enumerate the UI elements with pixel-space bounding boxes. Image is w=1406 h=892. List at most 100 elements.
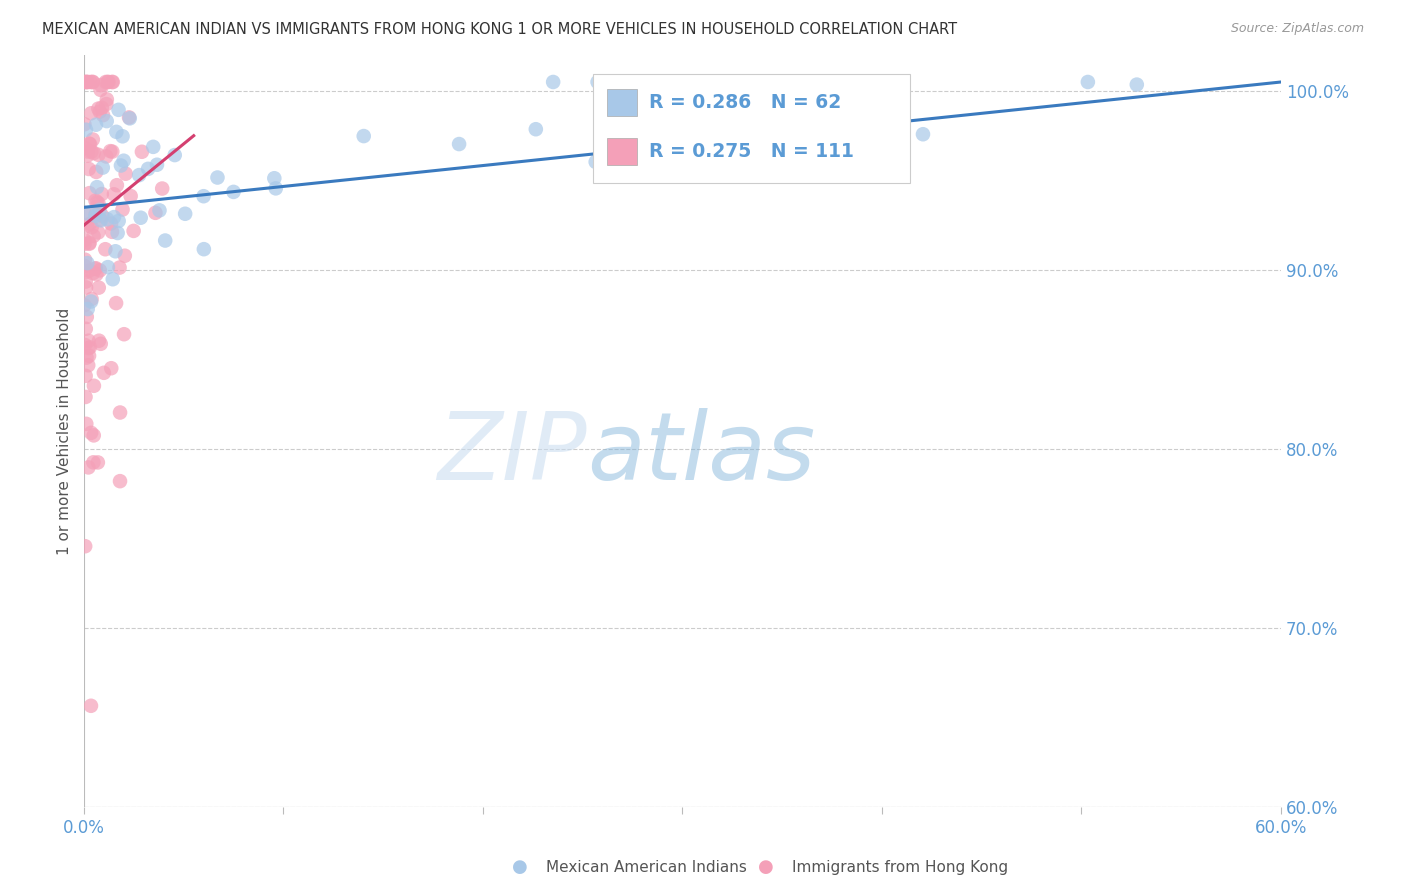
Point	[145, 206, 167, 220]
Point	[96, 97, 118, 112]
Text: Immigrants from Hong Kong: Immigrants from Hong Kong	[792, 860, 1008, 874]
Point	[696, 75, 718, 89]
Point	[89, 104, 111, 119]
Point	[118, 111, 141, 125]
Point	[79, 217, 101, 231]
Point	[880, 75, 903, 89]
Point	[75, 275, 97, 289]
Point	[105, 125, 128, 139]
Point	[80, 220, 103, 235]
Point	[868, 75, 890, 89]
Point	[94, 75, 117, 89]
Point	[84, 261, 107, 276]
Point	[593, 80, 616, 95]
Point	[193, 242, 215, 256]
Point	[624, 137, 647, 152]
Point	[586, 75, 609, 89]
Point	[82, 75, 104, 89]
Text: ZIP: ZIP	[437, 409, 586, 500]
Point	[83, 228, 105, 243]
Point	[77, 236, 100, 251]
Y-axis label: 1 or more Vehicles in Household: 1 or more Vehicles in Household	[58, 308, 72, 555]
Point	[1126, 78, 1149, 92]
Point	[111, 202, 134, 217]
Point	[108, 405, 131, 419]
Point	[73, 252, 96, 267]
Point	[97, 75, 120, 89]
Text: Source: ZipAtlas.com: Source: ZipAtlas.com	[1230, 22, 1364, 36]
Point	[96, 92, 118, 106]
Point	[77, 263, 100, 277]
Point	[75, 539, 97, 553]
Point	[76, 351, 98, 365]
Point	[84, 165, 107, 179]
Text: ●: ●	[758, 858, 775, 876]
Point	[129, 211, 152, 225]
Point	[136, 161, 159, 176]
Point	[80, 425, 103, 440]
Point	[77, 358, 100, 372]
Point	[76, 219, 98, 233]
Point	[150, 181, 173, 195]
Point	[79, 75, 101, 89]
Point	[76, 256, 98, 270]
Point	[449, 136, 471, 151]
Point	[112, 153, 135, 168]
Point	[105, 296, 128, 310]
Point	[853, 75, 876, 89]
Point	[77, 334, 100, 348]
Point	[79, 235, 101, 250]
Point	[79, 340, 101, 354]
Point	[585, 155, 607, 169]
Point	[76, 310, 98, 324]
Point	[101, 75, 124, 89]
Text: ●: ●	[512, 858, 529, 876]
Point	[73, 117, 96, 131]
Point	[100, 217, 122, 231]
Point	[80, 106, 103, 120]
Point	[79, 137, 101, 152]
Point	[77, 161, 100, 176]
Point	[100, 361, 122, 376]
Point	[98, 144, 121, 158]
Point	[73, 265, 96, 279]
Point	[86, 267, 108, 281]
Point	[90, 83, 112, 97]
Point	[108, 260, 131, 275]
Point	[87, 226, 110, 240]
Point	[101, 75, 124, 89]
Point	[80, 292, 103, 306]
Point	[264, 181, 287, 195]
Point	[89, 212, 111, 227]
Point	[828, 75, 851, 89]
Point	[75, 417, 97, 431]
Point	[91, 108, 114, 122]
Point	[120, 189, 142, 203]
Point	[93, 366, 115, 380]
Point	[73, 141, 96, 155]
Point	[131, 145, 153, 159]
Point	[73, 206, 96, 220]
Point	[103, 210, 125, 224]
Point	[101, 145, 124, 159]
Point	[87, 148, 110, 162]
Point	[89, 202, 111, 217]
Point	[108, 474, 131, 488]
Point	[84, 261, 107, 276]
Point	[79, 186, 101, 201]
Point	[97, 260, 120, 274]
Point	[114, 249, 136, 263]
Point	[207, 170, 229, 185]
Point	[90, 213, 112, 227]
Point	[90, 101, 112, 115]
Text: R = 0.286   N = 62: R = 0.286 N = 62	[650, 93, 841, 112]
Point	[83, 378, 105, 392]
Point	[91, 161, 114, 175]
Point	[73, 236, 96, 251]
Point	[77, 349, 100, 363]
Point	[153, 234, 176, 248]
Point	[80, 145, 103, 159]
Point	[222, 185, 245, 199]
Point	[75, 322, 97, 336]
Point	[87, 280, 110, 294]
